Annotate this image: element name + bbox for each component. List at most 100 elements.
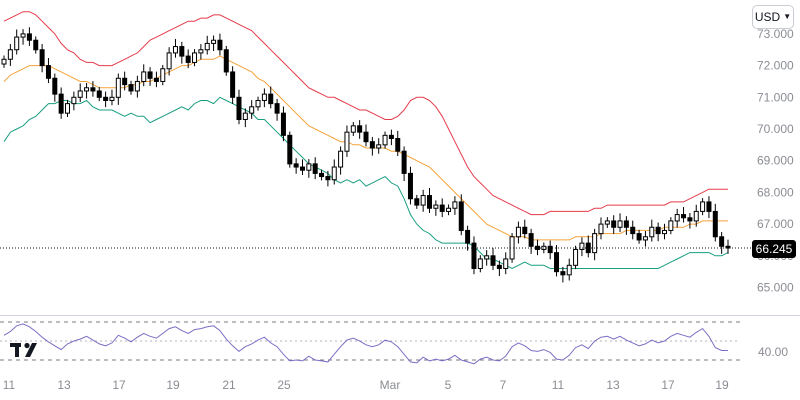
candle-body: [242, 112, 248, 120]
candle-body: [592, 233, 598, 254]
candle-body: [1, 58, 7, 65]
candle-body: [7, 49, 13, 60]
candle-body: [160, 68, 166, 82]
candle-body: [217, 39, 223, 51]
candle-body: [420, 195, 426, 206]
candle-body: [14, 36, 20, 51]
time-tick-label: 13: [57, 378, 71, 392]
candle-body: [363, 131, 369, 143]
candle-body: [503, 258, 509, 269]
candle-body: [204, 42, 210, 51]
candle-body: [306, 163, 312, 171]
candle-body: [554, 252, 560, 273]
time-tick-label: 13: [606, 378, 620, 392]
candle-body: [598, 223, 604, 235]
currency-label: USD: [754, 10, 781, 24]
bb-middle-line: [3, 55, 728, 241]
time-tick-label: 11: [3, 378, 16, 392]
time-tick-label: 25: [277, 378, 291, 392]
price-tick-label: 69.000: [757, 154, 794, 168]
bb-lower-line: [3, 96, 729, 270]
candle-body: [433, 204, 439, 209]
candle-body: [681, 214, 687, 219]
candle-body: [522, 226, 528, 235]
candle-body: [115, 77, 121, 98]
candle-body: [566, 264, 572, 276]
chevron-down-icon: ▼: [783, 12, 792, 21]
candle-body: [172, 46, 178, 54]
candle-body: [84, 87, 90, 92]
candle-body: [573, 248, 579, 266]
time-axis-labels: 11 13 17 19 21 25 Mar 5 7 11 13 17 19: [3, 378, 729, 392]
candle-body: [636, 233, 642, 241]
candle-body: [90, 87, 96, 92]
candle-body: [661, 229, 667, 235]
candle-body: [350, 125, 356, 133]
candle-body: [382, 134, 388, 146]
tradingview-logo-icon: [10, 340, 44, 360]
candle-body: [668, 220, 674, 231]
candle-body: [446, 207, 452, 212]
candle-body: [325, 176, 331, 181]
candle-body: [230, 71, 236, 98]
candle-body: [39, 49, 45, 67]
candle-body: [471, 242, 477, 269]
candle-body: [706, 201, 712, 212]
time-tick-label: 11: [552, 378, 565, 392]
candle-body: [331, 166, 337, 181]
candle-body: [649, 226, 655, 238]
candle-body: [369, 141, 375, 149]
candle-body: [579, 242, 585, 250]
candle-body: [249, 106, 255, 114]
candle-body: [58, 93, 64, 114]
candles-layer: [1, 27, 731, 283]
price-tick-label: 65.000: [757, 281, 794, 295]
candle-body: [630, 226, 636, 235]
time-tick-label: 5: [445, 378, 452, 392]
candle-body: [725, 245, 731, 249]
time-tick-label: 19: [715, 378, 729, 392]
candle-body: [299, 166, 305, 171]
candle-body: [484, 255, 490, 260]
candle-body: [693, 210, 699, 222]
candle-body: [45, 65, 51, 79]
candle-body: [198, 49, 204, 54]
currency-selector[interactable]: USD ▼: [752, 5, 794, 29]
price-tick-label: 71.000: [757, 90, 794, 104]
candle-body: [185, 55, 191, 63]
price-tick-label: 72.000: [757, 59, 794, 73]
candle-body: [293, 163, 299, 168]
time-tick-label: 21: [222, 378, 236, 392]
time-tick-label: 17: [112, 378, 126, 392]
candle-body: [604, 220, 610, 225]
candle-body: [655, 226, 661, 235]
price-tick-label: 68.000: [757, 185, 794, 199]
rsi-line: [3, 323, 728, 365]
candle-body: [312, 163, 318, 174]
candle-body: [452, 201, 458, 209]
candle-body: [134, 80, 140, 92]
candle-body: [255, 99, 261, 108]
candle-body: [65, 103, 71, 114]
candle-body: [395, 138, 401, 152]
time-tick-label: 7: [500, 378, 507, 392]
candle-body: [623, 220, 629, 228]
candle-body: [274, 103, 280, 114]
candle-body: [414, 198, 420, 206]
candle-body: [427, 195, 433, 209]
candle-body: [236, 96, 242, 120]
candle-body: [261, 93, 267, 101]
candle-body: [490, 255, 496, 266]
candle-body: [388, 134, 394, 140]
candle-body: [338, 150, 344, 168]
candle-body: [407, 172, 413, 200]
time-tick-label: Mar: [380, 378, 401, 392]
candle-body: [465, 229, 471, 244]
candle-body: [287, 134, 293, 165]
candle-body: [147, 71, 153, 79]
candle-body: [528, 233, 534, 247]
rsi-pane: 40.00: [0, 321, 788, 365]
candle-body: [560, 271, 566, 276]
candle-body: [719, 236, 725, 247]
